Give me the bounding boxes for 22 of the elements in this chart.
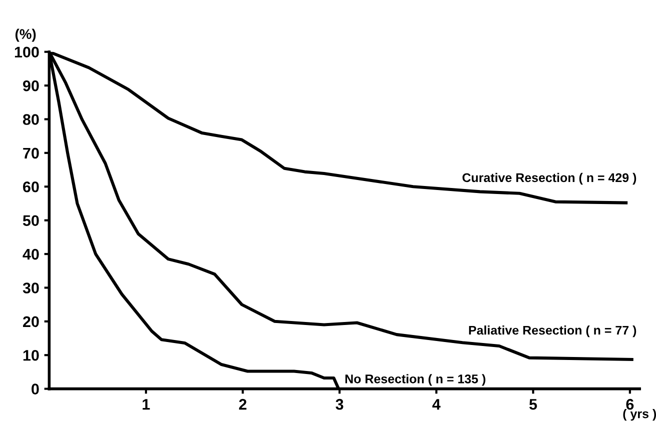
y-tick-label: 80 (22, 114, 39, 125)
y-tick-label: 0 (32, 384, 39, 394)
x-tick-label: 4 (432, 399, 441, 410)
y-tick-label: 60 (23, 181, 39, 192)
x-axis-title: ( yrs ) (623, 409, 656, 421)
x-tick-label: 1 (142, 399, 150, 410)
y-tick-label: 100 (14, 46, 39, 58)
y-tick-label: 90 (23, 80, 39, 92)
x-tick-label: 5 (529, 399, 537, 410)
y-tick-label: 40 (22, 248, 39, 260)
y-tick-label: 50 (22, 215, 39, 226)
y-tick-label: 70 (23, 148, 39, 159)
y-axis-title: (%) (15, 28, 36, 42)
y-tick-label: 10 (23, 350, 39, 361)
y-tick-label: 30 (22, 282, 39, 294)
series-label: Paliative Resection ( n = 77 ) (469, 325, 636, 338)
series-label: No Resection ( n = 135 ) (345, 374, 486, 386)
series-label: Curative Resection ( n = 429 ) (462, 172, 636, 185)
x-tick-label: 2 (239, 398, 246, 410)
y-tick-label: 20 (23, 316, 39, 328)
x-tick-label: 6 (626, 398, 634, 410)
x-tick-label: 3 (336, 398, 344, 410)
